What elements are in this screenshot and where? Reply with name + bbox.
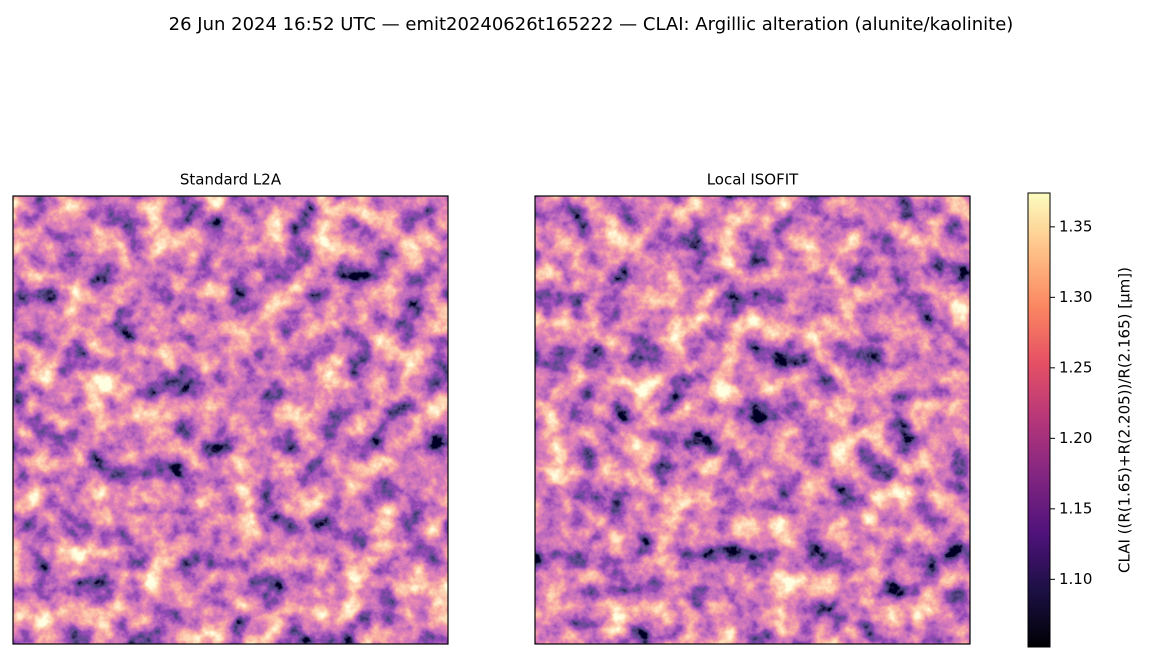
panels: Standard L2A Local ISOFIT: [12, 171, 971, 645]
panel-title: Standard L2A: [180, 171, 282, 189]
panel-title: Local ISOFIT: [707, 171, 799, 189]
image: [13, 196, 448, 644]
colorbar-tick-label: 1.20: [1059, 429, 1092, 447]
colorbar-tick-label: 1.15: [1059, 499, 1092, 517]
colorbar-tick-label: 1.30: [1059, 288, 1092, 306]
colorbar: 1.10 1.15 1.20 1.25 1.30 1.35 CLAI ((R(1.65)+R…: [1027, 192, 1134, 648]
colorbar-fill: [1027, 192, 1051, 648]
colorbar-tick-label: 1.35: [1059, 217, 1092, 235]
colorbar-tick-label: 1.25: [1059, 358, 1092, 376]
image: [535, 196, 970, 644]
colorbar-label: CLAI ((R(1.65)+R(2.205))/R(2.165) [µm]): [1116, 267, 1134, 573]
figure-title: 26 Jun 2024 16:52 UTC — emit20240626t165…: [169, 14, 1014, 35]
image-frame: [534, 195, 971, 645]
image-frame: [12, 195, 449, 645]
colorbar-tick-label: 1.10: [1059, 570, 1092, 588]
